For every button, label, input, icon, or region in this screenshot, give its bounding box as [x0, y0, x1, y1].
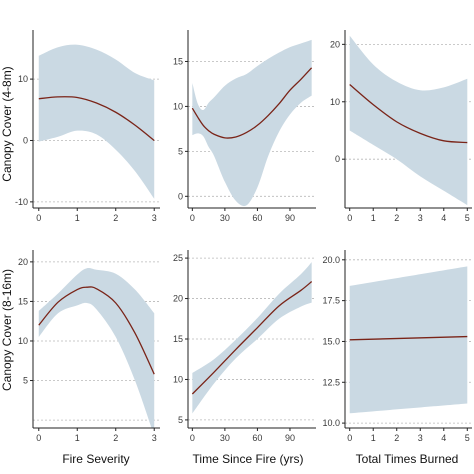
panel-2-xtick-label-0: 0 [347, 213, 352, 223]
panel-5-xtick-label-1: 1 [371, 433, 376, 443]
panel-4-ytick-label-3: 20 [173, 294, 183, 304]
panel-5-ytick-label-0: 10.0 [322, 418, 340, 428]
panel-5-xtick-label-2: 2 [394, 433, 399, 443]
panel-0-xtick-label-3: 3 [152, 213, 157, 223]
panel-2-xtick-label-2: 2 [394, 213, 399, 223]
panel-1-ytick-label-3: 15 [173, 56, 183, 66]
row-1-ylabel: Canopy Cover (8-16m) [0, 269, 14, 391]
panel-4-ytick-label-0: 5 [178, 415, 183, 425]
panel-1-xtick-label-2: 60 [252, 213, 262, 223]
panel-5-confidence-band [349, 266, 468, 414]
panel-4: 5 10 15 20 25 0 30 60 90 [173, 250, 316, 443]
panel-4-confidence-band [192, 262, 312, 414]
panel-5-ytick-label-4: 20.0 [322, 255, 340, 265]
panel-1-xtick-label-3: 90 [285, 213, 295, 223]
panel-5-xtick-label-4: 4 [441, 433, 446, 443]
panel-2-fit-line [349, 84, 468, 144]
panel-3-ytick-label-2: 15 [18, 296, 28, 306]
panel-3-confidence-band [38, 267, 155, 428]
panel-3-ytick-label-0: 5 [23, 376, 28, 386]
panel-0-ytick-label-0: -10 [15, 197, 28, 207]
panel-5: 10.0 12.5 15.0 17.5 20.0 0 1 2 3 4 5 [322, 250, 472, 443]
panel-2-xtick-label-4: 4 [441, 213, 446, 223]
panel-4-xtick-label-2: 60 [252, 433, 262, 443]
panel-1-ytick-label-0: 0 [178, 191, 183, 201]
row-0-ylabel: Canopy Cover (4-8m) [0, 66, 14, 181]
panel-4-ytick-label-1: 10 [173, 374, 183, 384]
panel-4-xtick-label-0: 0 [190, 433, 195, 443]
panel-1-confidence-band [192, 39, 312, 207]
panel-1-fit-line [191, 67, 313, 139]
panel-1-ytick-label-1: 5 [178, 146, 183, 156]
panel-5-xtick-label-0: 0 [347, 433, 352, 443]
panel-2-xtick-label-1: 1 [371, 213, 376, 223]
panel-3: 5 10 15 20 0 1 2 3 [18, 250, 160, 443]
panel-2-ytick-label-0: 0 [335, 154, 340, 164]
panel-4-fit-line [191, 281, 313, 395]
col-0-xlabel: Fire Severity [62, 452, 129, 466]
col-2-xlabel: Total Times Burned [356, 452, 459, 466]
panel-2-ytick-label-1: 10 [330, 97, 340, 107]
panel-3-xtick-label-0: 0 [36, 433, 41, 443]
panel-1: 0 5 10 15 0 30 60 90 [173, 30, 316, 223]
panel-4-xtick-label-1: 30 [220, 433, 230, 443]
panel-1-ytick-label-2: 10 [173, 101, 183, 111]
panel-2-ytick-label-2: 20 [330, 39, 340, 49]
panel-0: -10 0 10 0 1 2 3 [15, 30, 160, 223]
panel-5-ytick-label-2: 15.0 [322, 336, 340, 346]
panel-3-fit-line [38, 286, 155, 375]
panel-1-xtick-label-1: 30 [220, 213, 230, 223]
col-1-xlabel: Time Since Fire (yrs) [193, 452, 304, 466]
panel-0-xtick-label-0: 0 [36, 213, 41, 223]
panel-5-ytick-label-1: 12.5 [322, 377, 340, 387]
panel-5-xtick-label-5: 5 [465, 433, 470, 443]
panel-2-xtick-label-5: 5 [465, 213, 470, 223]
panel-2-confidence-band [349, 35, 468, 206]
panel-4-xtick-label-3: 90 [285, 433, 295, 443]
panel-1-xtick-label-0: 0 [190, 213, 195, 223]
panel-3-ytick-label-1: 10 [18, 336, 28, 346]
panel-5-xtick-label-3: 3 [418, 433, 423, 443]
panel-0-xtick-label-2: 2 [113, 213, 118, 223]
panel-0-ytick-label-2: 10 [18, 74, 28, 84]
panel-0-xtick-label-1: 1 [75, 213, 80, 223]
panel-4-ytick-label-4: 25 [173, 253, 183, 263]
panel-2: 0 10 20 0 1 2 3 4 5 [330, 30, 472, 223]
panel-5-fit-line [349, 335, 468, 341]
panel-5-ytick-label-3: 17.5 [322, 296, 340, 306]
panel-3-xtick-label-1: 1 [75, 433, 80, 443]
panel-0-confidence-band [38, 44, 155, 199]
panel-3-xtick-label-3: 3 [152, 433, 157, 443]
panel-2-xtick-label-3: 3 [418, 213, 423, 223]
panel-3-xtick-label-2: 2 [113, 433, 118, 443]
panel-3-ytick-label-3: 20 [18, 257, 28, 267]
panel-0-fit-line [38, 96, 155, 141]
panel-4-ytick-label-2: 15 [173, 334, 183, 344]
panel-0-ytick-label-1: 0 [23, 135, 28, 145]
